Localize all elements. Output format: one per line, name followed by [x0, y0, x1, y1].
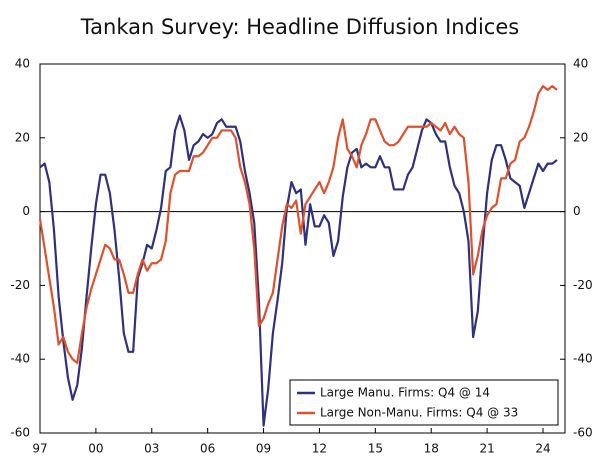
y2-tick-label: 40 — [573, 57, 588, 71]
legend-label: Large Manu. Firms: Q4 @ 14 — [320, 386, 490, 400]
y2-tick-label: -40 — [573, 352, 593, 366]
y-tick-label: -60 — [10, 426, 30, 440]
y-tick-label: -20 — [10, 278, 30, 292]
series-line — [38, 85, 558, 364]
legend-box — [289, 379, 559, 426]
y2-tick-label: 0 — [573, 204, 581, 218]
x-tick-label: 12 — [312, 442, 327, 456]
x-tick-label: 15 — [368, 442, 383, 456]
x-tick-label: 24 — [535, 442, 550, 456]
y-tick-label: 20 — [15, 130, 30, 144]
legend-label: Large Non-Manu. Firms: Q4 @ 33 — [320, 406, 518, 420]
plot-frame — [39, 63, 566, 434]
x-tick-label: 09 — [256, 442, 271, 456]
y-tick-label: -40 — [10, 352, 30, 366]
series-line — [39, 114, 558, 427]
y2-tick-label: -20 — [573, 278, 593, 292]
x-tick-label: 21 — [479, 442, 494, 456]
x-tick-label: 97 — [32, 442, 47, 456]
x-tick-label: 00 — [88, 442, 103, 456]
y2-tick-label: -60 — [573, 426, 593, 440]
legend: Large Manu. Firms: Q4 @ 14 Large Non-Manu… — [289, 379, 559, 426]
chart-title: Tankan Survey: Headline Diffusion Indice… — [80, 15, 519, 39]
x-tick-label: 03 — [144, 442, 159, 456]
x-tick-label: 18 — [424, 442, 439, 456]
y2-tick-label: 20 — [573, 130, 588, 144]
y-tick-label: 40 — [15, 57, 30, 71]
x-tick-label: 06 — [200, 442, 215, 456]
y-tick-label: 0 — [22, 204, 30, 218]
